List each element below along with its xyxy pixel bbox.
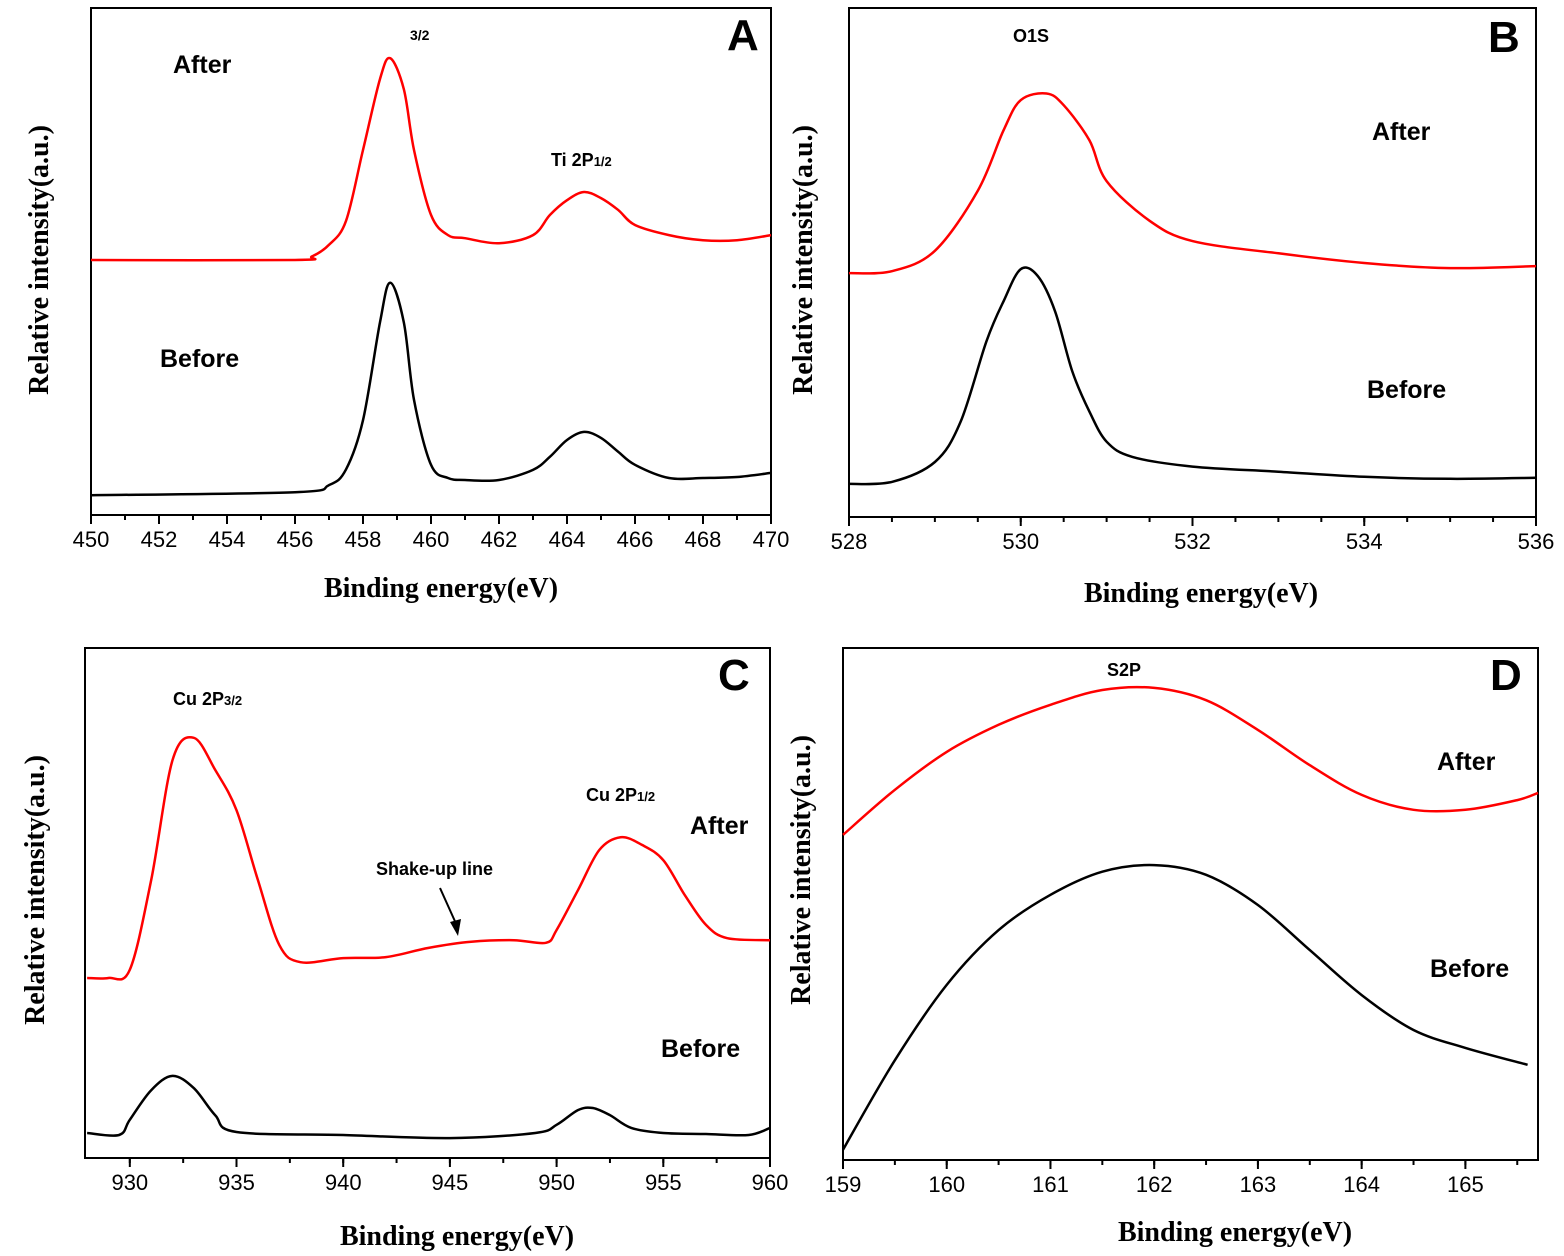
annotation-text: Before bbox=[1430, 955, 1509, 983]
annotation: O1S bbox=[1013, 26, 1049, 46]
series-before-line bbox=[87, 1074, 771, 1140]
annotation-text: Before bbox=[160, 345, 239, 373]
annotation-text: After bbox=[1437, 748, 1496, 776]
x-tick-label: 466 bbox=[617, 527, 654, 552]
annotation-subscript: 1/2 bbox=[594, 154, 612, 169]
panel-c: 930 935 940 945 950 955 960 Binding energy(eV) R… bbox=[20, 647, 789, 1252]
annotation: 3/2 bbox=[410, 27, 430, 43]
plot-frame bbox=[842, 647, 1539, 1161]
annotation: After bbox=[1437, 748, 1496, 776]
x-tick-label: 945 bbox=[432, 1170, 469, 1195]
panel-letter: A bbox=[727, 11, 759, 60]
annotation-text: Cu 2P bbox=[173, 689, 224, 709]
x-axis-label: Binding energy(eV) bbox=[340, 1221, 574, 1252]
series-after-line bbox=[87, 736, 771, 981]
x-tick-label: 960 bbox=[752, 1170, 789, 1195]
x-axis-label: Binding energy(eV) bbox=[324, 573, 558, 604]
annotation: Before bbox=[661, 1035, 740, 1063]
x-tick-label: 450 bbox=[73, 527, 110, 552]
x-tick-label: 530 bbox=[1002, 529, 1039, 554]
annotation-text: Before bbox=[1367, 376, 1446, 404]
x-tick-label: 955 bbox=[645, 1170, 682, 1195]
annotation-subscript: 3/2 bbox=[410, 27, 430, 43]
arrow-head-icon bbox=[450, 919, 461, 936]
x-tick-label: 930 bbox=[111, 1170, 148, 1195]
x-tick-label: 458 bbox=[345, 527, 382, 552]
x-tick-label: 532 bbox=[1174, 529, 1211, 554]
x-tick-label: 464 bbox=[549, 527, 586, 552]
series-before-line bbox=[848, 266, 1537, 486]
x-tick-label: 536 bbox=[1518, 529, 1555, 554]
x-tick-label: 462 bbox=[481, 527, 518, 552]
annotation: Shake-up line bbox=[376, 859, 493, 879]
plot-frame bbox=[90, 7, 772, 516]
annotation-text: After bbox=[173, 51, 232, 79]
annotation-text: After bbox=[1372, 118, 1431, 146]
x-tick-label: 160 bbox=[928, 1172, 965, 1197]
annotation-subscript: 3/2 bbox=[224, 693, 242, 708]
annotation: After bbox=[690, 812, 749, 840]
x-axis-label: Binding energy(eV) bbox=[1084, 578, 1318, 609]
series-after-line bbox=[90, 56, 772, 262]
panel-a: 450 452 454 456 458 460 462 464 466 468 470 Binding… bbox=[24, 7, 790, 604]
y-axis-label: Relative intensity(a.u.) bbox=[20, 755, 51, 1025]
annotation: Before bbox=[1367, 376, 1446, 404]
x-tick-label: 456 bbox=[277, 527, 314, 552]
annotation-text: Before bbox=[661, 1035, 740, 1063]
panel-b: 528 530 532 534 536 Binding energy(eV) Relativ… bbox=[788, 7, 1555, 609]
x-tick-label: 163 bbox=[1240, 1172, 1277, 1197]
panel-d: 159 160 161 162 163 164 165 Binding energy(eV) R… bbox=[786, 647, 1539, 1248]
annotation-text: S2P bbox=[1107, 660, 1141, 680]
y-axis-label: Relative intensity(a.u.) bbox=[788, 125, 819, 395]
series-after-line bbox=[842, 685, 1539, 836]
annotation-text: O1S bbox=[1013, 26, 1049, 46]
y-axis-label: Relative intensity(a.u.) bbox=[24, 125, 55, 395]
x-tick-label: 470 bbox=[753, 527, 790, 552]
x-tick-label: 534 bbox=[1346, 529, 1383, 554]
x-tick-label: 460 bbox=[413, 527, 450, 552]
x-tick-label: 452 bbox=[141, 527, 178, 552]
annotation-text: Ti 2P bbox=[551, 150, 594, 170]
x-tick-label: 940 bbox=[325, 1170, 362, 1195]
annotation-text: Shake-up line bbox=[376, 859, 493, 879]
series-before-line bbox=[90, 281, 772, 497]
x-tick-label: 164 bbox=[1343, 1172, 1380, 1197]
annotation: S2P bbox=[1107, 660, 1141, 680]
x-tick-label: 935 bbox=[218, 1170, 255, 1195]
annotation-subscript: 1/2 bbox=[637, 789, 655, 804]
y-axis-label: Relative intensity(a.u.) bbox=[786, 735, 817, 1005]
annotation-text: After bbox=[690, 812, 749, 840]
annotation: Cu 2P1/2 bbox=[586, 785, 655, 805]
panel-letter: C bbox=[718, 651, 750, 700]
x-tick-label: 162 bbox=[1136, 1172, 1173, 1197]
annotation-text: Cu 2P bbox=[586, 785, 637, 805]
x-tick-label: 950 bbox=[538, 1170, 575, 1195]
annotation: After bbox=[173, 51, 232, 79]
annotation: Before bbox=[160, 345, 239, 373]
annotation: Ti 2P1/2 bbox=[551, 150, 612, 170]
panel-letter: D bbox=[1490, 651, 1522, 700]
series-after-line bbox=[848, 92, 1537, 275]
x-tick-label: 454 bbox=[209, 527, 246, 552]
x-tick-label: 528 bbox=[831, 529, 868, 554]
x-tick-label: 159 bbox=[825, 1172, 862, 1197]
plot-frame bbox=[84, 647, 771, 1159]
x-tick-label: 165 bbox=[1447, 1172, 1484, 1197]
x-tick-label: 468 bbox=[685, 527, 722, 552]
series-before-line bbox=[841, 863, 1528, 1151]
annotation: Cu 2P3/2 bbox=[173, 689, 242, 709]
x-axis-label: Binding energy(eV) bbox=[1118, 1217, 1352, 1248]
panel-letter: B bbox=[1488, 13, 1520, 62]
annotation: After bbox=[1372, 118, 1431, 146]
annotation: Before bbox=[1430, 955, 1509, 983]
x-tick-label: 161 bbox=[1032, 1172, 1069, 1197]
